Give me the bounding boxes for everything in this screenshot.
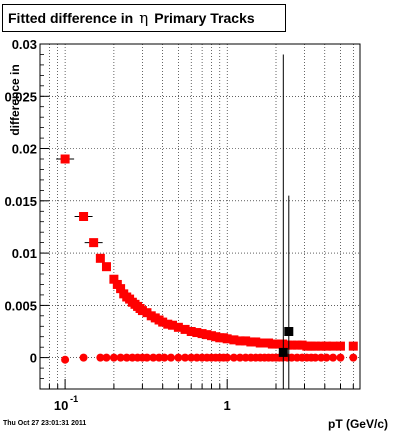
data-point-circle (149, 353, 158, 362)
data-point-square (284, 327, 294, 336)
data-point-square (101, 262, 111, 272)
y-axis-label: difference in (8, 64, 22, 135)
data-point-square (109, 274, 119, 284)
data-point-square (335, 341, 345, 351)
data-point-square (173, 322, 183, 332)
data-point-circle (122, 353, 131, 362)
data-point-square (278, 347, 288, 357)
data-point-circle (109, 353, 118, 362)
data-point-circle (336, 353, 345, 362)
data-point-square (297, 340, 307, 350)
data-point-square (95, 253, 105, 263)
data-point-square (158, 317, 168, 327)
chart-title: Fitted difference in η Primary Tracks (2, 4, 286, 32)
data-point-circle (236, 353, 245, 362)
data-point-circle (116, 353, 125, 362)
timestamp: Thu Oct 27 23:01:31 2011 (3, 420, 87, 427)
title-prefix: Fitted difference in (8, 10, 134, 26)
data-point-circle (166, 353, 175, 362)
eta-symbol: η (139, 9, 149, 27)
x-tick-label: 1 (224, 398, 231, 413)
data-point-circle (174, 353, 183, 362)
data-point-circle (181, 353, 190, 362)
data-point-circle (160, 353, 169, 362)
data-point-square (235, 336, 245, 346)
data-point-circle (142, 353, 151, 362)
data-point-square (222, 334, 232, 344)
y-tick-label: 0.005 (4, 298, 37, 313)
data-point-square (328, 341, 338, 351)
data-point-square (241, 336, 251, 346)
data-point-square (316, 341, 326, 351)
data-point-circle (322, 353, 331, 362)
y-tick-label: 0 (30, 351, 37, 366)
data-point-square (292, 340, 302, 350)
data-points (56, 54, 358, 389)
data-point-square (278, 339, 288, 349)
x-tick-label: 10 (54, 398, 68, 413)
data-point-circle (187, 353, 196, 362)
data-point-square (116, 284, 126, 294)
x-axis-label: pT (GeV/c) (328, 417, 388, 431)
data-point-square (180, 324, 190, 334)
data-point-circle (79, 353, 88, 362)
data-point-circle (329, 353, 338, 362)
data-point-circle (61, 355, 70, 364)
data-point-square (197, 329, 207, 339)
data-point-square (168, 320, 178, 330)
data-point-square (287, 340, 297, 350)
y-tick-label: 0.015 (4, 194, 37, 209)
y-tick-label: 0.02 (12, 142, 37, 157)
data-point-circle (229, 353, 238, 362)
y-tick-label: 0.01 (12, 246, 37, 261)
y-tick-label: 0.025 (4, 89, 37, 104)
data-point-square (202, 330, 212, 340)
axes: 0 0.005 0.01 0.015 0.02 0.025 0.03 10 -1 1 (4, 37, 354, 413)
data-point-square (229, 335, 239, 345)
data-point-square (89, 238, 99, 248)
data-point-square (246, 337, 256, 347)
title-suffix: Primary Tracks (154, 10, 255, 26)
data-point-circle (223, 353, 232, 362)
data-point-square (321, 341, 331, 351)
data-point-square (348, 341, 358, 351)
data-point-square (192, 328, 202, 338)
data-point-circle (102, 353, 111, 362)
x-tick-exponent: -1 (70, 394, 78, 404)
y-tick-label: 0.03 (12, 37, 37, 52)
data-point-square (251, 337, 261, 347)
data-point-square (60, 154, 70, 164)
data-point-circle (311, 353, 320, 362)
data-point-circle (349, 353, 358, 362)
data-point-square (163, 319, 173, 329)
data-point-square (137, 306, 147, 316)
data-point-square (79, 212, 89, 221)
data-point-circle (96, 353, 105, 362)
data-point-square (186, 327, 196, 336)
data-point-square (310, 341, 320, 351)
